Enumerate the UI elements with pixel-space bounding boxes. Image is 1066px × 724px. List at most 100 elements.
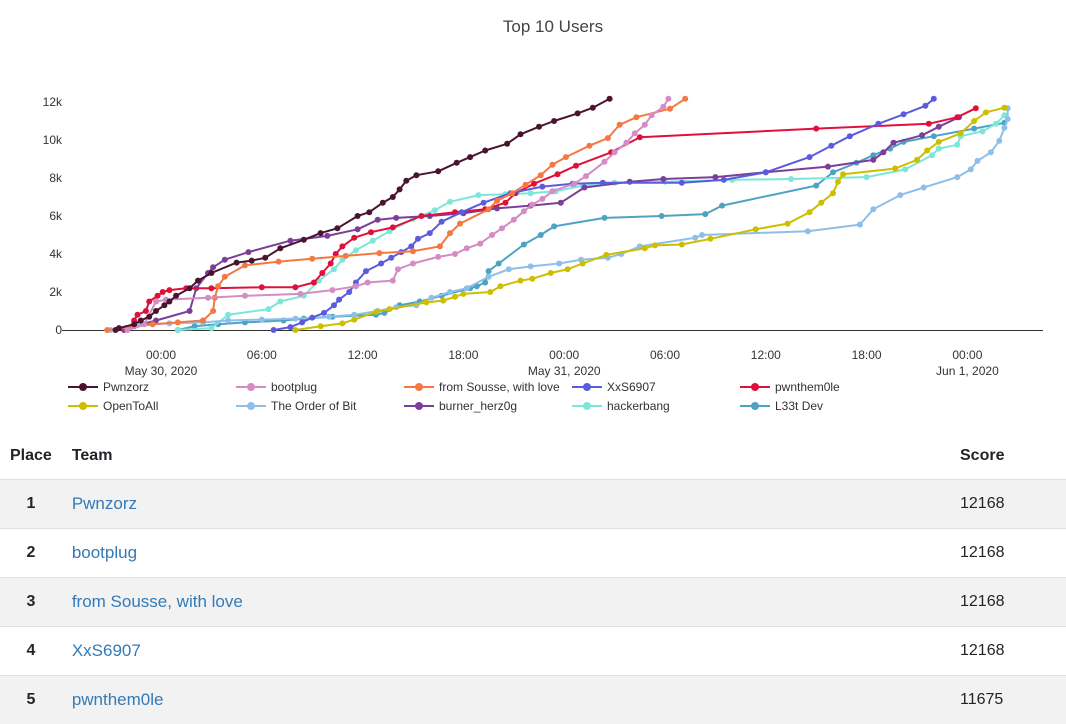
data-point xyxy=(957,130,964,137)
legend-item[interactable]: from Sousse, with love xyxy=(404,379,572,395)
scoreboard-table: Place Team Score 1 Pwnzorz 12168 2 bootp… xyxy=(0,432,1066,724)
y-tick-label: 12k xyxy=(43,95,63,109)
data-point xyxy=(452,251,458,257)
data-point xyxy=(813,182,820,189)
legend-swatch-dot xyxy=(247,402,255,410)
legend-item[interactable]: Pwnzorz xyxy=(68,379,236,395)
data-point xyxy=(104,327,111,333)
score-cell: 11675 xyxy=(950,675,1066,724)
team-link[interactable]: XxS6907 xyxy=(71,641,141,660)
legend-item[interactable]: burner_herz0g xyxy=(404,398,572,414)
legend-item[interactable]: pwnthem0le xyxy=(740,379,908,395)
data-point xyxy=(606,95,613,102)
data-point xyxy=(242,292,248,299)
data-point xyxy=(368,229,374,236)
x-tick-label: 00:00 xyxy=(549,348,579,362)
data-point xyxy=(161,302,168,309)
x-tick-label: 06:00 xyxy=(247,348,277,362)
data-point xyxy=(327,260,334,267)
data-point xyxy=(431,207,438,214)
data-point xyxy=(641,121,648,128)
data-point xyxy=(517,131,524,138)
data-point xyxy=(601,214,608,221)
data-point xyxy=(497,283,504,290)
data-point xyxy=(480,199,487,206)
data-point xyxy=(974,157,981,164)
data-point xyxy=(494,197,500,204)
data-point xyxy=(453,159,460,166)
x-tick-label: 18:00 xyxy=(852,348,882,362)
data-point xyxy=(423,299,430,306)
data-point xyxy=(154,292,161,299)
data-point xyxy=(495,260,502,267)
legend-label: Pwnzorz xyxy=(103,380,150,394)
data-point xyxy=(309,314,316,321)
team-link[interactable]: pwnthem0le xyxy=(71,690,164,709)
data-point xyxy=(258,284,265,291)
data-point xyxy=(415,235,421,242)
data-point xyxy=(549,188,556,195)
data-point xyxy=(641,245,648,252)
data-point xyxy=(719,202,726,209)
legend-swatch-dot xyxy=(415,383,423,391)
data-point xyxy=(460,290,467,297)
legend-item[interactable]: bootplug xyxy=(236,379,404,395)
place-cell: 2 xyxy=(0,528,62,578)
data-point xyxy=(334,225,341,232)
data-point xyxy=(457,220,463,227)
data-point xyxy=(623,139,630,146)
data-point xyxy=(818,199,825,206)
data-point xyxy=(699,232,705,238)
data-point xyxy=(870,206,877,213)
data-point xyxy=(225,317,232,324)
place-column-header: Place xyxy=(0,432,62,480)
legend-swatch xyxy=(68,398,98,414)
data-point xyxy=(435,253,442,260)
legend-swatch xyxy=(572,398,602,414)
legend-item[interactable]: XxS6907 xyxy=(572,379,740,395)
data-point xyxy=(208,325,215,332)
data-point xyxy=(292,315,299,322)
data-point xyxy=(982,109,989,116)
data-point xyxy=(583,173,589,180)
data-point xyxy=(332,251,339,257)
x-tick-label: 06:00 xyxy=(650,348,680,362)
x-tick-date-label: Jun 1, 2020 xyxy=(936,364,999,378)
data-point xyxy=(153,308,159,314)
data-point xyxy=(556,260,563,267)
data-point xyxy=(436,243,443,250)
legend-item[interactable]: hackerbang xyxy=(572,398,740,414)
data-point xyxy=(221,256,228,263)
team-link[interactable]: from Sousse, with love xyxy=(71,592,243,611)
legend-swatch xyxy=(236,398,266,414)
x-tick-label: 18:00 xyxy=(448,348,478,362)
data-point xyxy=(277,245,284,252)
x-tick-label: 00:00 xyxy=(146,348,176,362)
data-point xyxy=(210,264,217,271)
data-point xyxy=(993,120,999,127)
data-point xyxy=(551,223,558,230)
data-point xyxy=(510,216,517,223)
data-point xyxy=(336,296,343,303)
legend-item[interactable]: OpenToAll xyxy=(68,398,236,414)
data-point xyxy=(131,321,138,328)
table-row: 4 XxS6907 12168 xyxy=(0,626,1066,676)
data-point xyxy=(935,145,942,152)
data-point xyxy=(342,252,349,259)
data-point xyxy=(922,102,929,109)
legend-item[interactable]: L33t Dev xyxy=(740,398,908,414)
legend-item[interactable]: The Order of Bit xyxy=(236,398,404,414)
data-point xyxy=(589,104,596,111)
data-point xyxy=(954,141,961,148)
team-link[interactable]: Pwnzorz xyxy=(71,494,137,513)
data-point xyxy=(537,172,544,179)
data-point xyxy=(225,311,232,318)
data-point xyxy=(954,114,961,121)
data-point xyxy=(520,241,527,248)
team-link[interactable]: bootplug xyxy=(71,543,138,562)
data-point xyxy=(354,226,361,233)
legend-label: pwnthem0le xyxy=(775,380,840,394)
data-point xyxy=(379,199,386,206)
data-point xyxy=(195,277,201,284)
data-point xyxy=(142,308,149,314)
